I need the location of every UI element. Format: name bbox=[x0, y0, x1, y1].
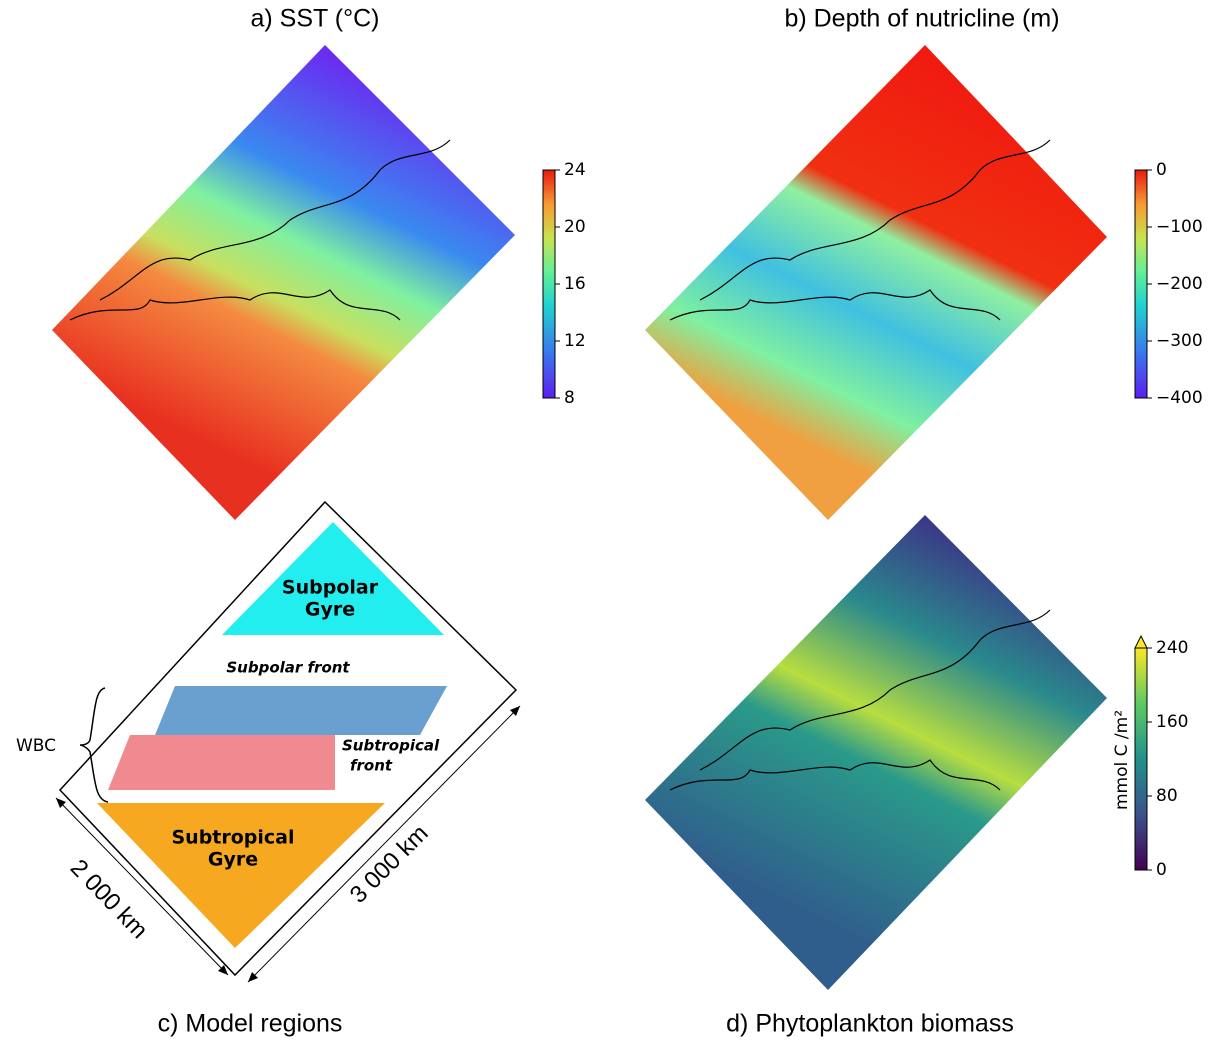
colorbar-tick-label: 0 bbox=[1156, 860, 1167, 880]
sst-map bbox=[52, 45, 515, 520]
subpolar-front-zone bbox=[155, 686, 447, 735]
colorbar-tick-label: 24 bbox=[564, 160, 586, 180]
arrowhead bbox=[510, 706, 520, 716]
panel-title: c) Model regions bbox=[158, 1010, 343, 1038]
arrowhead bbox=[218, 965, 228, 975]
subpolar-gyre bbox=[222, 522, 444, 635]
colorbar-extend bbox=[1134, 634, 1148, 649]
colorbar-tick-label: 0 bbox=[1156, 160, 1167, 180]
region-label: Gyre bbox=[305, 599, 355, 621]
colorbar bbox=[542, 169, 556, 399]
region-label: Subtropical bbox=[171, 827, 294, 849]
biomass-map bbox=[645, 515, 1107, 990]
colorbar-tick-label: 16 bbox=[564, 274, 586, 294]
region-label: Subpolar bbox=[282, 577, 379, 599]
colorbar-tick-label: 8 bbox=[564, 388, 575, 408]
arrowhead bbox=[248, 972, 258, 982]
panel-title: a) SST (°C) bbox=[251, 5, 380, 33]
colorbar-tick-label: 160 bbox=[1156, 712, 1188, 732]
region-label: Gyre bbox=[208, 849, 258, 871]
region-label: front bbox=[350, 757, 393, 775]
colorbar-tick-label: −400 bbox=[1156, 388, 1203, 408]
wbc-brace bbox=[79, 687, 109, 803]
region-label: Subpolar front bbox=[226, 659, 350, 677]
arrow bbox=[55, 797, 229, 976]
colorbar-tick-label: −300 bbox=[1156, 331, 1203, 351]
panel-title: d) Phytoplankton biomass bbox=[726, 1010, 1014, 1038]
wbc-label: WBC bbox=[16, 736, 56, 756]
contour bbox=[699, 139, 1051, 301]
arrowhead bbox=[56, 798, 66, 808]
colorbar-tick-label: 80 bbox=[1156, 786, 1178, 806]
colorbar bbox=[1134, 169, 1148, 399]
colorbar-label: mmol C /m² bbox=[1112, 710, 1132, 810]
nutricline-map bbox=[645, 45, 1107, 520]
subtropical-gyre bbox=[97, 803, 385, 948]
colorbar bbox=[1134, 647, 1148, 871]
contour bbox=[669, 289, 1001, 321]
subtropical-front-zone bbox=[108, 735, 335, 790]
contour bbox=[699, 609, 1051, 771]
region-label: Subtropical bbox=[342, 737, 440, 755]
colorbar-tick-label: 12 bbox=[564, 331, 586, 351]
colorbar-tick-label: −100 bbox=[1156, 217, 1203, 237]
colorbar-tick-label: −200 bbox=[1156, 274, 1203, 294]
contour bbox=[99, 139, 451, 301]
contour bbox=[69, 289, 401, 321]
colorbar-tick-label: 240 bbox=[1156, 638, 1188, 658]
panel-title: b) Depth of nutricline (m) bbox=[784, 5, 1059, 33]
contour bbox=[669, 759, 1001, 791]
colorbar-tick-label: 20 bbox=[564, 217, 586, 237]
arrow bbox=[247, 705, 521, 983]
